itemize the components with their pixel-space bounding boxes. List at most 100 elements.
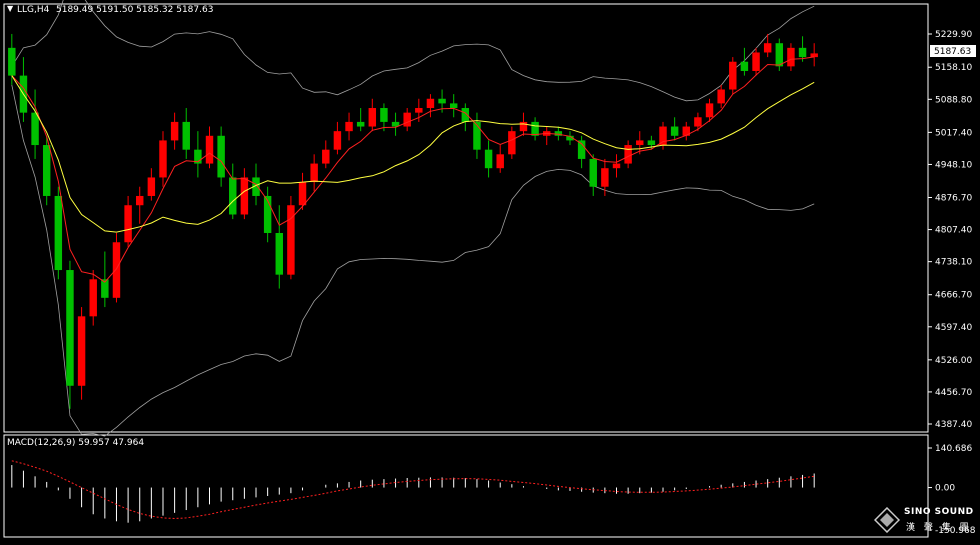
candle-body [775, 43, 784, 67]
candle-body [310, 163, 318, 183]
candle-body [729, 61, 737, 90]
ohlc-readout: 5189.49 5191.50 5185.32 5187.63 [56, 5, 214, 15]
candle-body [484, 149, 493, 169]
candle-body [205, 135, 214, 164]
candle-body [531, 121, 539, 136]
price-tick-label: 5229.90 [935, 30, 972, 40]
candle-body [77, 316, 86, 386]
candle-body [333, 131, 342, 150]
watermark-brand: SINO SOUND [904, 507, 974, 517]
candle-body [577, 140, 586, 159]
candle-body [438, 98, 446, 104]
macd-panel-frame [3, 434, 929, 538]
candle-body [717, 89, 725, 104]
candle-body [101, 279, 109, 298]
candles [8, 33, 818, 409]
candle-body [136, 195, 144, 206]
candle-body [589, 158, 597, 187]
watermark-cn: 漢 聲 集 團 [906, 523, 972, 533]
candle-body [322, 149, 330, 164]
candle-body [473, 121, 481, 150]
candle-body [356, 121, 365, 127]
candle-body [229, 177, 237, 215]
fast-ma-line [11, 56, 815, 283]
slow-ma-line [11, 75, 815, 233]
candle-body [682, 126, 690, 136]
macd-tick-label: 140.686 [935, 444, 972, 454]
candle-body [705, 103, 714, 118]
candle-body [298, 182, 307, 206]
symbol-label: LLG,H4 [17, 5, 50, 15]
candle-body [403, 112, 411, 127]
candle-body [787, 47, 795, 67]
upper-band [11, 0, 815, 102]
candle-body [345, 121, 353, 132]
price-tick-label: 4948.10 [935, 160, 972, 170]
candle-body [368, 108, 377, 127]
macd-axis: 140.686 0.00 -150.968 [928, 444, 976, 536]
lower-band [11, 84, 815, 437]
candle-body [170, 121, 179, 141]
macd-indicator [11, 460, 815, 523]
candle-body [752, 52, 760, 71]
candle-body [508, 131, 516, 155]
price-axis: 5229.90 5158.10 5088.80 5017.40 4948.10 4876.… [928, 30, 972, 430]
candle-body [415, 108, 423, 113]
price-tick-label: 4597.40 [935, 323, 972, 333]
candle-body [624, 145, 632, 164]
candle-body [182, 121, 190, 150]
candle-body [147, 177, 156, 196]
price-tick-label: 5088.80 [935, 95, 972, 105]
candle-body [519, 121, 528, 132]
candle-body [54, 195, 63, 271]
macd-tick-label: -150.968 [935, 526, 976, 536]
bollinger-bands [11, 0, 815, 437]
price-tick-label: 5158.10 [935, 63, 972, 73]
price-tick-label: 4807.40 [935, 226, 972, 236]
candle-body [763, 43, 772, 53]
candle-body [659, 126, 667, 146]
macd-label: MACD(12,26,9) 59.957 47.964 [7, 438, 145, 448]
candle-body [391, 121, 400, 127]
candle-body [380, 108, 388, 122]
candle-body [566, 135, 574, 141]
candle-body [263, 195, 272, 234]
candle-body [798, 47, 807, 58]
candle-body [612, 163, 621, 169]
candle-body [449, 103, 458, 109]
price-tick-label: 4666.70 [935, 291, 972, 301]
price-tick-label: 4876.70 [935, 193, 972, 203]
candle-body [647, 140, 656, 146]
candle-body [159, 140, 167, 178]
candle-body [194, 149, 202, 164]
candle-body [89, 279, 97, 317]
watermark: SINO SOUND 漢 聲 集 團 [874, 503, 974, 537]
candle-body [42, 145, 51, 196]
current-price-box [930, 45, 976, 57]
candle-body [636, 140, 644, 146]
candle-body [810, 53, 818, 58]
candle-body [287, 205, 295, 275]
candle-body [8, 47, 16, 76]
candle-body [112, 242, 121, 298]
chevron-down-icon[interactable]: ▼ [7, 4, 14, 13]
candle-body [124, 205, 132, 243]
price-tick-label: 4456.70 [935, 388, 972, 398]
candle-body [694, 117, 702, 127]
current-price-label: 5187.63 [934, 47, 971, 57]
candle-body [252, 177, 260, 196]
candle-body [554, 131, 563, 136]
price-panel-frame [3, 3, 929, 433]
candle-body [740, 61, 749, 71]
price-tick-label: 4738.10 [935, 258, 972, 268]
candle-body [275, 233, 283, 275]
candle-body [66, 270, 74, 386]
sino-sound-logo-icon [874, 507, 900, 533]
candle-body [601, 168, 609, 187]
candle-body [496, 154, 504, 169]
candle-body [670, 126, 679, 136]
candle-body [240, 177, 249, 215]
moving-averages [11, 56, 815, 283]
